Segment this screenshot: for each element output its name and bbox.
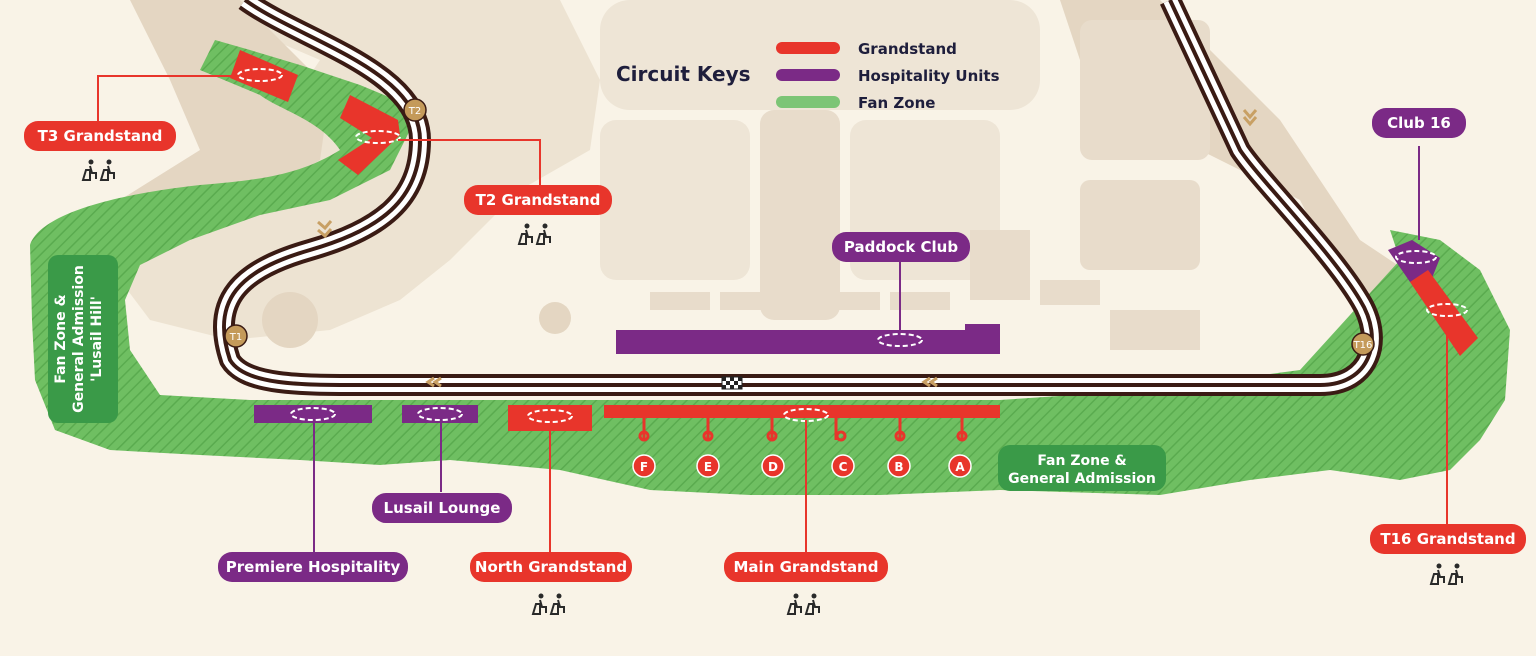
turn-marker-t2: T2 [403,98,427,122]
legend-swatch-fan-zone [776,96,840,108]
terrain [120,0,1480,420]
fan-zone-main-line-1: Fan Zone & [1037,453,1126,469]
fan-zone-lusail-hill-label[interactable]: Fan Zone & General Admission 'Lusail Hil… [48,255,118,423]
svg-text:Paddock Club: Paddock Club [844,238,958,256]
gate-a[interactable]: A [948,454,972,478]
legend-swatch-hospitality [776,69,840,81]
chevron-arrow-icon [425,376,442,388]
svg-text:Lusail Lounge: Lusail Lounge [384,499,501,517]
legend-swatch-grandstand [776,42,840,54]
race-track [212,0,1383,396]
svg-text:T2 Grandstand: T2 Grandstand [476,191,601,209]
fan-zone-areas [30,40,1510,495]
svg-text:D: D [768,460,778,474]
north-grandstand-tag[interactable]: North Grandstand [470,552,632,582]
fan-zone-lusail-hill-line-2: General Admission [71,265,87,413]
chevron-arrow-icon [921,376,938,388]
main-grandstand-block[interactable] [604,405,1000,418]
lusail-lounge-block[interactable] [402,405,478,423]
t16-grandstand-tag[interactable]: T16 Grandstand [1370,524,1526,554]
gate-b[interactable]: B [887,454,911,478]
t16-grandstand-block[interactable] [1410,270,1478,356]
club-16-tag[interactable]: Club 16 [1372,108,1466,138]
gate-c[interactable]: C [831,454,855,478]
t2-grandstand-tag[interactable]: T2 Grandstand [464,185,612,215]
direction-chevrons [317,109,1258,388]
svg-text:T2: T2 [408,106,421,117]
svg-text:T16: T16 [1353,340,1373,351]
grandstand-seat-icon [518,222,551,245]
grandstand-seat-icon [1430,562,1463,585]
svg-text:E: E [704,460,712,474]
gate-d[interactable]: D [761,454,785,478]
svg-text:Club 16: Club 16 [1387,114,1451,132]
fan-zone-main-line-2: General Admission [1008,471,1156,487]
paddock-club-tag[interactable]: Paddock Club [832,232,970,262]
fan-zone-lusail-hill-line-3: 'Lusail Hill' [89,296,105,382]
gate-e[interactable]: E [696,454,720,478]
legend-title: Circuit Keys [616,62,751,86]
chevron-arrow-icon [317,220,333,239]
turn-marker-t16: T16 [1351,332,1375,356]
fan-zone-lusail-hill-line-1: Fan Zone & [53,294,69,383]
svg-text:T3 Grandstand: T3 Grandstand [38,127,163,145]
svg-text:T1: T1 [229,332,242,343]
grandstand-seat-icon [82,158,115,181]
svg-text:Main Grandstand: Main Grandstand [734,558,879,576]
svg-text:F: F [640,460,648,474]
svg-text:North Grandstand: North Grandstand [475,558,627,576]
circuit-keys-legend: Circuit Keys Grandstand Hospitality Unit… [616,40,1000,112]
leader-lines [97,75,1448,552]
lusail-lounge-tag[interactable]: Lusail Lounge [372,493,512,523]
premiere-hospitality-tag[interactable]: Premiere Hospitality [218,552,408,582]
grandstand-seat-icon [787,592,820,615]
paddock-club-block[interactable] [616,324,1000,354]
t3-grandstand-tag[interactable]: T3 Grandstand [24,121,176,151]
svg-text:T16 Grandstand: T16 Grandstand [1380,530,1515,548]
svg-text:C: C [839,460,848,474]
legend-label-grandstand: Grandstand [858,40,957,58]
checkered-flag-icon [721,376,743,390]
t2-grandstand-block[interactable] [338,95,400,175]
svg-text:B: B [894,460,903,474]
main-grandstand-gates [638,418,968,442]
seating-blocks [230,50,1478,431]
premiere-hospitality-block[interactable] [254,405,372,423]
svg-text:A: A [955,460,965,474]
turn-marker-t1: T1 [224,324,248,348]
fan-zone-west [30,40,1510,495]
gate-f[interactable]: F [632,454,656,478]
svg-text:Premiere Hospitality: Premiere Hospitality [226,558,401,576]
north-grandstand-block[interactable] [508,405,592,431]
chevron-arrow-icon [1242,109,1258,127]
fan-zone-main-label[interactable]: Fan Zone & General Admission [998,445,1166,491]
grandstand-seat-icon [532,592,565,615]
main-grandstand-tag[interactable]: Main Grandstand [724,552,888,582]
legend-label-fan-zone: Fan Zone [858,94,935,112]
legend-label-hospitality: Hospitality Units [858,67,1000,85]
t3-grandstand-block[interactable] [230,50,298,102]
